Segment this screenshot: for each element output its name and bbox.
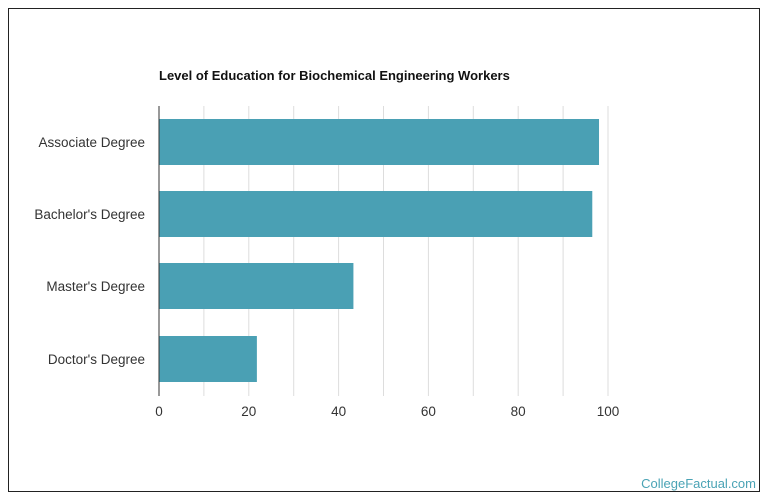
x-tick-label: 40 — [331, 404, 346, 419]
bars — [159, 119, 600, 382]
x-tick-label: 80 — [511, 404, 526, 419]
x-tick-label: 0 — [155, 404, 163, 419]
category-label: Master's Degree — [46, 279, 145, 294]
x-tick-label: 20 — [241, 404, 256, 419]
watermark-link[interactable]: CollegeFactual.com — [641, 476, 756, 491]
category-label: Doctor's Degree — [48, 352, 145, 367]
bar-0[interactable] — [159, 119, 600, 165]
bar-3[interactable] — [159, 336, 257, 382]
chart-title: Level of Education for Biochemical Engin… — [159, 68, 510, 83]
x-tick-labels: 0 20 40 60 80 100 — [155, 404, 619, 419]
bar-1[interactable] — [159, 191, 593, 237]
category-label: Bachelor's Degree — [34, 207, 145, 222]
category-labels: Associate Degree Bachelor's Degree Master'… — [34, 135, 145, 367]
x-tick-label: 100 — [597, 404, 620, 419]
category-label: Associate Degree — [38, 135, 145, 150]
x-tick-label: 60 — [421, 404, 436, 419]
bar-2[interactable] — [159, 263, 354, 309]
